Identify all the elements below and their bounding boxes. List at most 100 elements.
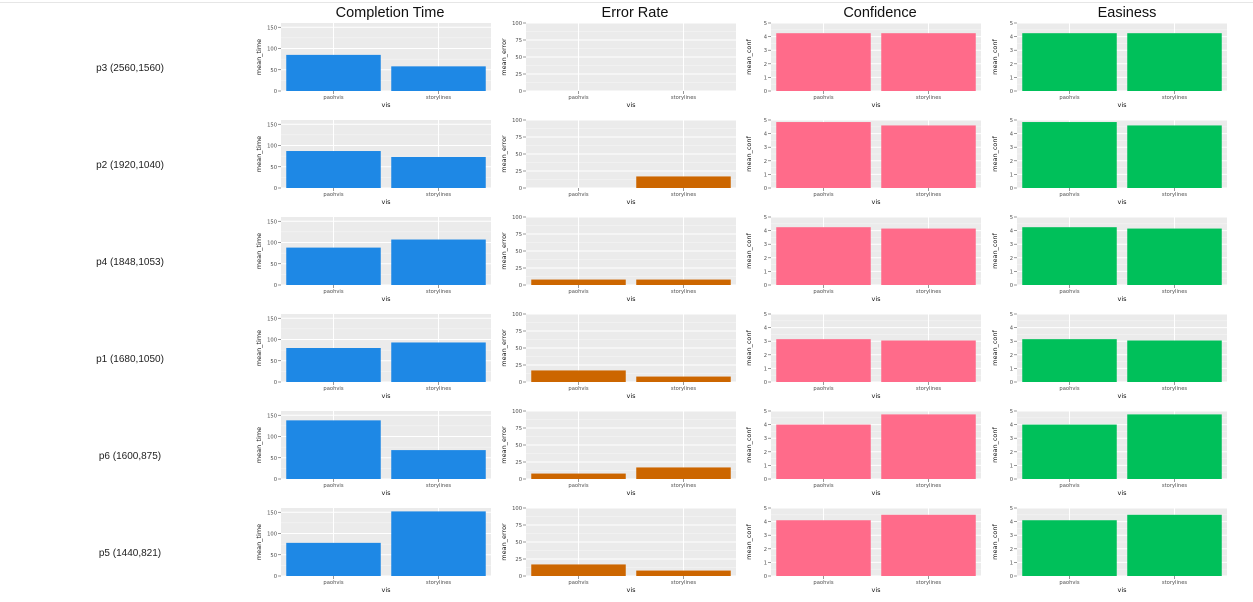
bar-storylines xyxy=(881,125,976,188)
y-axis-title: mean_time xyxy=(255,427,263,463)
x-axis-title: vis xyxy=(1117,489,1127,497)
y-tick-label: 0 xyxy=(519,186,522,192)
x-tick-label: storylines xyxy=(426,289,451,295)
y-tick-label: 3 xyxy=(764,533,767,539)
x-axis-title: vis xyxy=(871,392,881,400)
x-tick-label: paohvis xyxy=(1059,483,1079,489)
y-tick-label: 5 xyxy=(1010,409,1013,415)
y-tick-label: 0 xyxy=(1010,477,1013,483)
y-tick-label: 3 xyxy=(764,242,767,248)
x-tick-label: paohvis xyxy=(1059,580,1079,586)
x-tick-label: storylines xyxy=(426,95,451,101)
y-tick-label: 50 xyxy=(270,359,277,365)
bar-paohvis xyxy=(286,247,381,285)
x-axis-title: vis xyxy=(871,198,881,206)
bar-storylines xyxy=(1127,340,1222,382)
panel-time-p6: 0 50 100 150 paohvis storylines vis mean_time xyxy=(255,411,491,497)
y-tick-label: 0 xyxy=(519,574,522,580)
bar-paohvis xyxy=(286,348,381,382)
y-tick-label: 100 xyxy=(267,338,277,344)
bar-storylines xyxy=(636,279,731,285)
x-tick-label: storylines xyxy=(426,386,451,392)
x-tick-label: paohvis xyxy=(568,95,588,101)
bar-storylines xyxy=(636,176,731,188)
y-tick-label: 3 xyxy=(764,145,767,151)
y-axis-title: mean_error xyxy=(500,135,508,173)
panel-confidence-p6: 0 1 2 3 4 5 paohvis storylines vis mean_conf xyxy=(745,409,981,497)
x-tick-label: storylines xyxy=(916,289,941,295)
y-tick-label: 0 xyxy=(1010,283,1013,289)
y-tick-label: 0 xyxy=(1010,89,1013,95)
x-axis-title: vis xyxy=(381,295,391,303)
y-axis-title: mean_conf xyxy=(745,232,753,268)
bar-storylines xyxy=(1127,414,1222,479)
x-axis-title: vis xyxy=(871,489,881,497)
y-tick-label: 25 xyxy=(515,460,522,466)
y-tick-label: 0 xyxy=(764,477,767,483)
panel-error-p3: 0 25 50 75 100 paohvis storylines vis mean_error xyxy=(500,21,736,109)
y-tick-label: 1 xyxy=(764,463,767,469)
y-axis-title: mean_error xyxy=(500,426,508,464)
row-label-p6: p6 (1600,875) xyxy=(98,451,162,462)
y-axis-title: mean_conf xyxy=(745,426,753,462)
x-tick-label: storylines xyxy=(1162,289,1187,295)
x-tick-label: storylines xyxy=(916,95,941,101)
x-tick-label: storylines xyxy=(671,192,696,198)
panel-confidence-p2: 0 1 2 3 4 5 paohvis storylines vis mean_conf xyxy=(745,118,981,206)
bar-paohvis xyxy=(531,279,626,285)
y-tick-label: 1 xyxy=(1010,463,1013,469)
x-tick-label: paohvis xyxy=(1059,95,1079,101)
y-tick-label: 50 xyxy=(515,152,522,158)
bar-paohvis xyxy=(286,54,381,91)
y-tick-label: 2 xyxy=(764,450,767,456)
x-tick-label: paohvis xyxy=(813,95,833,101)
bar-storylines xyxy=(636,467,731,479)
y-tick-label: 5 xyxy=(1010,215,1013,221)
panel-time-p1: 0 50 100 150 paohvis storylines vis mean_time xyxy=(255,314,491,400)
y-tick-label: 100 xyxy=(512,506,522,512)
bar-paohvis xyxy=(1022,424,1117,479)
x-tick-label: paohvis xyxy=(1059,289,1079,295)
x-tick-label: paohvis xyxy=(1059,192,1079,198)
x-tick-label: storylines xyxy=(426,483,451,489)
bar-paohvis xyxy=(776,227,871,285)
x-axis-title: vis xyxy=(381,198,391,206)
bar-storylines xyxy=(881,33,976,91)
y-tick-label: 50 xyxy=(270,165,277,171)
y-tick-label: 1 xyxy=(1010,75,1013,81)
x-axis-title: vis xyxy=(381,101,391,109)
panel-confidence-p5: 0 1 2 3 4 5 paohvis storylines vis mean_conf xyxy=(745,506,981,594)
y-tick-label: 0 xyxy=(764,283,767,289)
y-tick-label: 0 xyxy=(519,380,522,386)
y-tick-label: 3 xyxy=(1010,533,1013,539)
y-tick-label: 5 xyxy=(764,312,767,318)
panel-time-p5: 0 50 100 150 paohvis storylines vis mean_time xyxy=(255,508,491,594)
y-tick-label: 0 xyxy=(274,574,277,580)
x-axis-title: vis xyxy=(626,101,636,109)
x-tick-label: storylines xyxy=(426,580,451,586)
y-tick-label: 2 xyxy=(764,159,767,165)
y-tick-label: 75 xyxy=(515,232,522,238)
y-tick-label: 5 xyxy=(764,506,767,512)
y-tick-label: 3 xyxy=(1010,242,1013,248)
x-axis-title: vis xyxy=(626,198,636,206)
y-axis-title: mean_conf xyxy=(991,329,999,365)
x-tick-label: paohvis xyxy=(813,580,833,586)
x-tick-label: paohvis xyxy=(323,192,343,198)
y-tick-label: 0 xyxy=(274,186,277,192)
y-tick-label: 100 xyxy=(267,144,277,150)
y-tick-label: 0 xyxy=(274,477,277,483)
y-axis-title: mean_conf xyxy=(991,232,999,268)
x-tick-label: paohvis xyxy=(323,580,343,586)
column-title-completion-time: Completion Time xyxy=(335,5,445,21)
y-tick-label: 5 xyxy=(764,21,767,27)
y-tick-label: 50 xyxy=(270,553,277,559)
bar-storylines xyxy=(1127,33,1222,91)
x-axis-title: vis xyxy=(1117,586,1127,594)
bar-storylines xyxy=(391,239,486,285)
column-title-easiness: Easiness xyxy=(1097,5,1157,21)
y-axis-title: mean_time xyxy=(255,330,263,366)
y-tick-label: 0 xyxy=(764,574,767,580)
y-tick-label: 4 xyxy=(1010,520,1014,526)
